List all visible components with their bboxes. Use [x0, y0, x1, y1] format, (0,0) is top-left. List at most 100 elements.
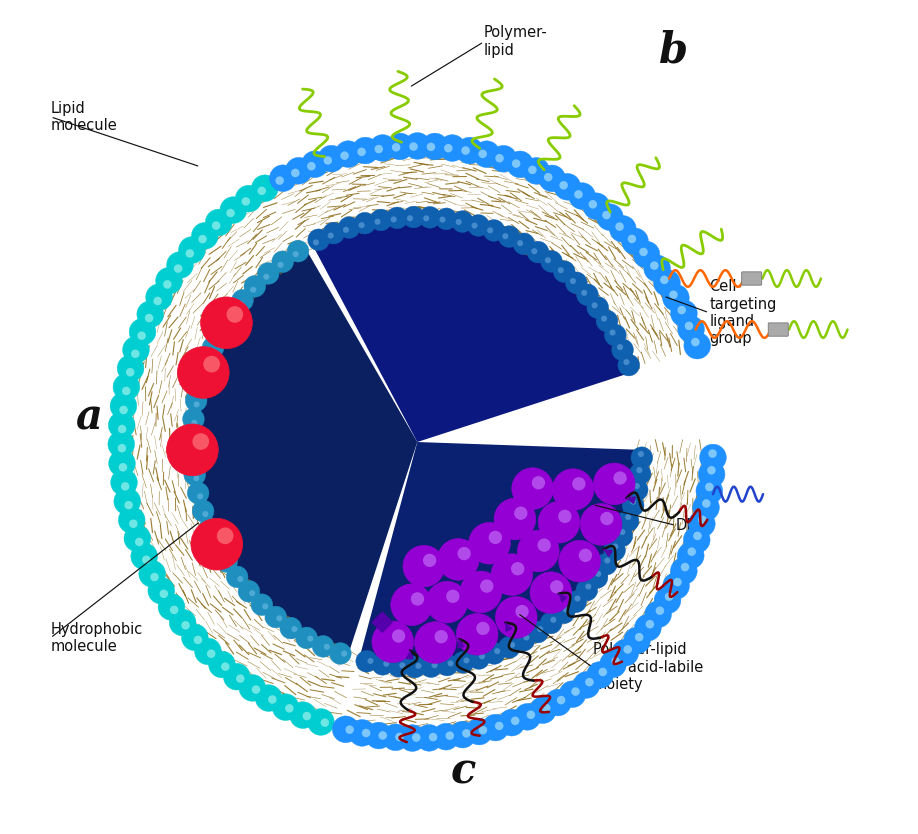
Circle shape: [151, 573, 159, 581]
Circle shape: [452, 211, 474, 233]
Circle shape: [621, 228, 648, 254]
Circle shape: [611, 525, 633, 546]
Circle shape: [456, 613, 498, 655]
Circle shape: [323, 223, 344, 244]
Circle shape: [312, 636, 334, 657]
Circle shape: [113, 374, 140, 400]
Circle shape: [209, 528, 215, 535]
Circle shape: [308, 162, 316, 170]
Circle shape: [129, 520, 138, 528]
Circle shape: [639, 248, 648, 256]
Circle shape: [507, 151, 533, 178]
Circle shape: [601, 315, 607, 322]
Circle shape: [518, 530, 559, 572]
Circle shape: [131, 349, 140, 358]
Circle shape: [313, 239, 319, 245]
Circle shape: [392, 143, 400, 152]
Circle shape: [635, 633, 644, 641]
Circle shape: [611, 339, 633, 361]
Circle shape: [410, 592, 424, 605]
Circle shape: [227, 208, 235, 218]
Circle shape: [382, 724, 409, 751]
Circle shape: [502, 234, 509, 239]
Circle shape: [511, 716, 520, 725]
Circle shape: [544, 173, 553, 182]
Circle shape: [275, 176, 284, 185]
Circle shape: [265, 606, 286, 628]
Circle shape: [184, 464, 206, 485]
Circle shape: [285, 158, 312, 184]
Circle shape: [341, 151, 349, 160]
Circle shape: [192, 500, 214, 522]
Circle shape: [251, 594, 273, 615]
Circle shape: [628, 234, 636, 244]
Circle shape: [207, 650, 216, 658]
Circle shape: [270, 165, 297, 192]
Circle shape: [421, 133, 448, 160]
Circle shape: [399, 662, 406, 668]
Circle shape: [465, 718, 493, 745]
Circle shape: [308, 636, 313, 641]
Circle shape: [220, 304, 242, 326]
Circle shape: [457, 547, 471, 560]
Circle shape: [559, 181, 568, 189]
Circle shape: [291, 168, 299, 177]
Circle shape: [220, 197, 247, 224]
Circle shape: [378, 731, 387, 740]
Circle shape: [403, 545, 444, 587]
Circle shape: [146, 284, 173, 310]
Circle shape: [602, 211, 610, 219]
Circle shape: [148, 577, 174, 604]
Circle shape: [163, 280, 172, 289]
Circle shape: [490, 145, 517, 172]
Circle shape: [557, 696, 565, 705]
Circle shape: [623, 646, 632, 654]
Circle shape: [335, 141, 362, 168]
Circle shape: [488, 530, 502, 544]
Circle shape: [352, 138, 379, 164]
Circle shape: [604, 540, 625, 561]
Circle shape: [563, 606, 569, 613]
Circle shape: [585, 678, 594, 686]
Circle shape: [404, 133, 431, 159]
Text: DNA: DNA: [676, 518, 708, 533]
Circle shape: [453, 651, 474, 673]
Circle shape: [480, 580, 494, 593]
Circle shape: [446, 590, 460, 603]
Circle shape: [435, 208, 457, 229]
Circle shape: [190, 438, 196, 445]
Circle shape: [362, 729, 370, 737]
Circle shape: [593, 463, 635, 505]
Circle shape: [654, 269, 680, 296]
Circle shape: [138, 331, 146, 340]
Circle shape: [185, 249, 194, 258]
Circle shape: [683, 526, 711, 553]
Circle shape: [514, 704, 541, 731]
Circle shape: [550, 617, 556, 623]
Circle shape: [354, 213, 375, 234]
Circle shape: [137, 301, 163, 328]
Circle shape: [634, 615, 661, 641]
Circle shape: [217, 545, 223, 551]
Circle shape: [575, 595, 580, 601]
Circle shape: [357, 148, 366, 156]
Circle shape: [194, 475, 199, 481]
FancyBboxPatch shape: [742, 272, 762, 285]
Circle shape: [121, 482, 129, 490]
Circle shape: [550, 580, 564, 594]
Circle shape: [530, 572, 572, 614]
Circle shape: [415, 621, 456, 663]
Circle shape: [153, 297, 162, 305]
Circle shape: [596, 553, 617, 575]
Circle shape: [527, 711, 535, 719]
Circle shape: [349, 720, 375, 746]
Circle shape: [625, 514, 632, 520]
Circle shape: [203, 356, 220, 373]
Circle shape: [191, 518, 242, 570]
Circle shape: [583, 193, 610, 219]
Circle shape: [439, 134, 465, 161]
Circle shape: [257, 263, 279, 284]
Circle shape: [445, 731, 454, 740]
Circle shape: [202, 511, 208, 517]
Circle shape: [423, 554, 436, 567]
